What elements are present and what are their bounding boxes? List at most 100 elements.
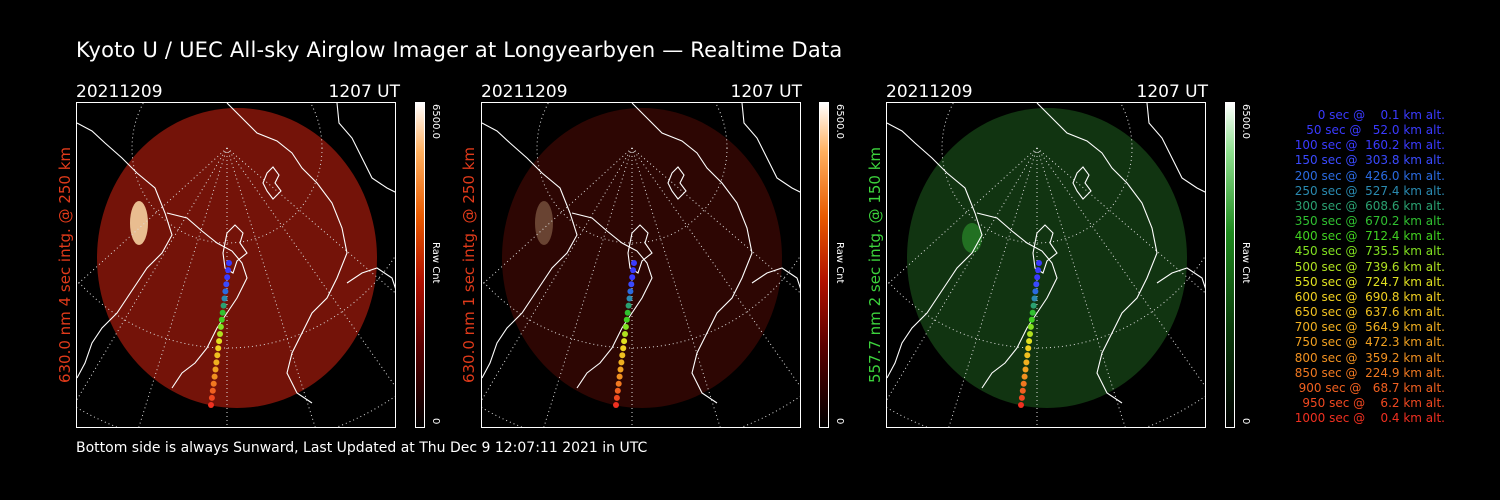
time-altitude-legend: 0 sec @ 0.1 km alt. 50 sec @ 52.0 km alt.… xyxy=(1260,108,1445,426)
coastline-path xyxy=(1032,224,1058,274)
trajectory-point xyxy=(613,394,620,401)
trajectory-point xyxy=(627,288,634,295)
panel-3-date: 20211209 xyxy=(886,82,973,102)
trajectory-point xyxy=(217,323,224,330)
coastline-path xyxy=(77,122,173,379)
legend-entry: 400 sec @ 712.4 km alt. xyxy=(1294,229,1445,244)
panel-3-cbar-min: 0 xyxy=(1240,418,1251,425)
panel-1-time: 1207 UT xyxy=(328,82,401,102)
legend-entry: 950 sec @ 6.2 km alt. xyxy=(1302,395,1445,410)
coastline-path xyxy=(346,267,395,289)
trajectory-point xyxy=(214,352,221,359)
trajectory-point xyxy=(1032,288,1039,295)
coastline-path xyxy=(741,103,800,193)
trajectory-point xyxy=(1024,352,1031,359)
coastline-path xyxy=(262,166,282,200)
meridian-line xyxy=(631,147,800,387)
panel-3-colorbar xyxy=(1225,102,1235,428)
trajectory-point xyxy=(218,316,225,323)
panel-2-cbar-unit: Raw Cnt xyxy=(834,242,845,284)
trajectory-point xyxy=(209,387,216,394)
trajectory-point xyxy=(1021,373,1028,380)
trajectory-point xyxy=(1023,359,1030,366)
trajectory xyxy=(1018,260,1042,408)
panel-3-map xyxy=(887,103,1205,427)
panel-1-image[interactable] xyxy=(76,102,396,428)
panel-1-colorbar xyxy=(415,102,425,428)
graticule xyxy=(887,103,1205,427)
coastline-path xyxy=(751,267,800,289)
trajectory-point xyxy=(617,366,624,373)
panel-3-ylabel: 557.7 nm 2 sec intg. @ 150 km xyxy=(866,146,884,384)
legend-entry: 700 sec @ 564.9 km alt. xyxy=(1294,320,1445,335)
panel-3-image[interactable] xyxy=(886,102,1206,428)
trajectory-point xyxy=(1018,402,1024,408)
panel-2-time: 1207 UT xyxy=(730,82,803,102)
coastline-path xyxy=(631,103,753,404)
legend-entry: 500 sec @ 739.6 km alt. xyxy=(1294,259,1445,274)
trajectory-point xyxy=(626,295,633,302)
legend-entry: 1000 sec @ 0.4 km alt. xyxy=(1294,411,1445,426)
trajectory-point xyxy=(1031,295,1038,302)
coastline xyxy=(77,103,395,404)
aurora-bright-patch xyxy=(535,201,553,245)
latitude-circle xyxy=(536,103,728,244)
trajectory-point xyxy=(210,380,217,387)
trajectory-point xyxy=(614,387,621,394)
trajectory-point xyxy=(1030,302,1037,309)
meridian-line xyxy=(1036,147,1205,387)
coastline-path xyxy=(336,103,395,193)
trajectory xyxy=(208,260,232,408)
trajectory-point xyxy=(225,267,232,274)
trajectory-point xyxy=(628,281,635,288)
panel-2-ylabel: 630.0 nm 1 sec intg. @ 250 km xyxy=(460,146,478,384)
trajectory-point xyxy=(212,366,219,373)
coastline-path xyxy=(571,212,653,389)
coastline-path xyxy=(222,224,248,274)
coastline-path xyxy=(1146,103,1205,193)
coastline-path xyxy=(1156,267,1205,289)
panel-1-map xyxy=(77,103,395,427)
latitude-circle xyxy=(131,103,323,244)
aurora-bright-patch xyxy=(130,201,148,245)
panel-3-time: 1207 UT xyxy=(1136,82,1209,102)
trajectory-point xyxy=(222,288,229,295)
legend-entry: 300 sec @ 608.6 km alt. xyxy=(1294,198,1445,213)
trajectory-point xyxy=(223,281,230,288)
page-title: Kyoto U / UEC All-sky Airglow Imager at … xyxy=(76,38,843,62)
trajectory-point xyxy=(1022,366,1029,373)
coastline-path xyxy=(976,212,1058,389)
legend-entry: 750 sec @ 472.3 km alt. xyxy=(1294,335,1445,350)
trajectory-point xyxy=(625,302,632,309)
trajectory-point xyxy=(1027,323,1034,330)
trajectory-point xyxy=(1028,316,1035,323)
trajectory-point xyxy=(1025,345,1032,352)
panel-1-cbar-min: 0 xyxy=(430,418,441,425)
meridian-line xyxy=(887,147,1038,401)
legend-entry: 50 sec @ 52.0 km alt. xyxy=(1306,123,1445,138)
panel-2-cbar-max: 6500.0 xyxy=(834,104,845,139)
panel-1-date: 20211209 xyxy=(76,82,163,102)
legend-entry: 100 sec @ 160.2 km alt. xyxy=(1294,138,1445,153)
trajectory-point xyxy=(1018,394,1025,401)
trajectory-point xyxy=(623,316,630,323)
trajectory-point xyxy=(1026,338,1033,345)
legend-entry: 650 sec @ 637.6 km alt. xyxy=(1294,305,1445,320)
trajectory-point xyxy=(220,302,227,309)
legend-entry: 350 sec @ 670.2 km alt. xyxy=(1294,214,1445,229)
trajectory-point xyxy=(616,373,623,380)
panel-2-image[interactable] xyxy=(481,102,801,428)
trajectory-point xyxy=(1034,274,1041,281)
coastline xyxy=(482,103,800,404)
trajectory-point xyxy=(1027,331,1033,337)
trajectory-point xyxy=(1020,380,1027,387)
meridian-line xyxy=(482,147,633,401)
airglow-field xyxy=(502,108,782,408)
legend-entry: 150 sec @ 303.8 km alt. xyxy=(1294,153,1445,168)
legend-entry: 550 sec @ 724.7 km alt. xyxy=(1294,274,1445,289)
trajectory-point xyxy=(618,359,625,366)
trajectory-point xyxy=(208,402,214,408)
legend-entry: 200 sec @ 426.0 km alt. xyxy=(1294,168,1445,183)
trajectory-point xyxy=(613,402,619,408)
trajectory-point xyxy=(211,373,218,380)
